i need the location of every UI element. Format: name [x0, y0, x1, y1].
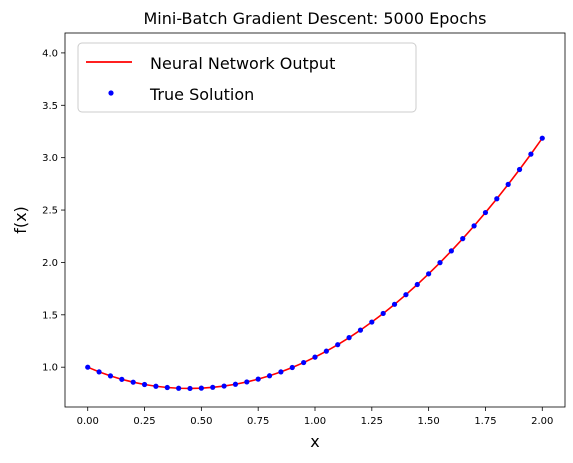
y-axis-ticks: 1.0 1.5 2.0 2.5 3.0 3.5 4.0 [42, 48, 65, 374]
x-tick-label: 0.25 [133, 416, 155, 427]
data-point-true-solution [403, 292, 409, 298]
y-tick-label: 2.5 [42, 206, 58, 217]
legend-label-nn-output: Neural Network Output [150, 54, 335, 73]
data-point-true-solution [96, 369, 102, 375]
data-point-true-solution [176, 385, 182, 391]
data-point-true-solution [164, 384, 170, 391]
data-point-true-solution [528, 151, 534, 157]
data-point-true-solution [187, 385, 193, 392]
data-point-true-solution [482, 209, 489, 216]
y-tick-label: 1.5 [42, 310, 58, 321]
data-point-true-solution [141, 381, 148, 388]
data-point-true-solution [391, 301, 398, 307]
data-point-true-solution [266, 373, 273, 379]
y-tick-label: 4.0 [42, 48, 58, 59]
data-point-true-solution [278, 369, 284, 375]
data-point-true-solution [255, 376, 261, 382]
x-tick-label: 1.75 [474, 416, 496, 427]
x-axis-ticks: 0.00 0.25 0.50 0.75 1.00 1.25 1.50 1.75 2.00 [77, 407, 553, 427]
y-tick-label: 3.0 [42, 153, 58, 164]
x-tick-label: 0.75 [247, 416, 269, 427]
data-point-true-solution [539, 135, 545, 141]
data-point-true-solution [346, 335, 352, 341]
data-point-true-solution [244, 379, 250, 385]
data-point-true-solution [312, 354, 318, 360]
data-point-true-solution [369, 319, 375, 325]
data-point-true-solution [210, 384, 216, 390]
x-tick-label: 1.00 [304, 416, 326, 427]
data-point-true-solution [335, 342, 341, 348]
legend: Neural Network Output True Solution [77, 42, 417, 113]
x-tick-label: 0.00 [77, 416, 99, 427]
y-tick-label: 3.5 [42, 101, 58, 112]
data-point-true-solution [505, 181, 511, 187]
x-tick-label: 0.50 [190, 416, 212, 427]
series-layer [85, 135, 545, 392]
data-point-true-solution [85, 364, 91, 370]
data-point-true-solution [516, 166, 523, 173]
data-point-true-solution [153, 383, 159, 389]
data-point-true-solution [357, 327, 364, 333]
y-axis-label: f(x) [11, 206, 30, 234]
legend-label-true-solution: True Solution [149, 85, 254, 104]
data-point-true-solution [414, 281, 420, 288]
x-tick-label: 1.50 [418, 416, 440, 427]
data-point-true-solution [221, 383, 227, 389]
x-axis-label: x [310, 432, 319, 451]
x-tick-label: 2.00 [531, 416, 553, 427]
data-point-true-solution [494, 196, 500, 202]
data-point-true-solution [426, 271, 432, 277]
legend-marker-swatch [108, 90, 114, 96]
data-point-true-solution [448, 248, 454, 254]
chart-title: Mini-Batch Gradient Descent: 5000 Epochs [143, 9, 486, 28]
data-point-true-solution [198, 385, 204, 391]
data-point-true-solution [380, 310, 386, 317]
data-point-true-solution [232, 381, 239, 387]
y-tick-label: 1.0 [42, 363, 58, 374]
data-point-true-solution [301, 359, 307, 366]
data-point-true-solution [323, 348, 329, 354]
data-point-true-solution [289, 364, 295, 371]
data-point-true-solution [130, 379, 136, 385]
data-point-true-solution [437, 260, 443, 266]
data-point-true-solution [471, 223, 477, 229]
data-point-true-solution [119, 376, 125, 382]
legend-box [77, 42, 417, 113]
x-tick-label: 1.25 [361, 416, 383, 427]
y-tick-label: 2.0 [42, 258, 58, 269]
data-point-true-solution [460, 236, 466, 242]
data-point-true-solution [107, 373, 114, 379]
